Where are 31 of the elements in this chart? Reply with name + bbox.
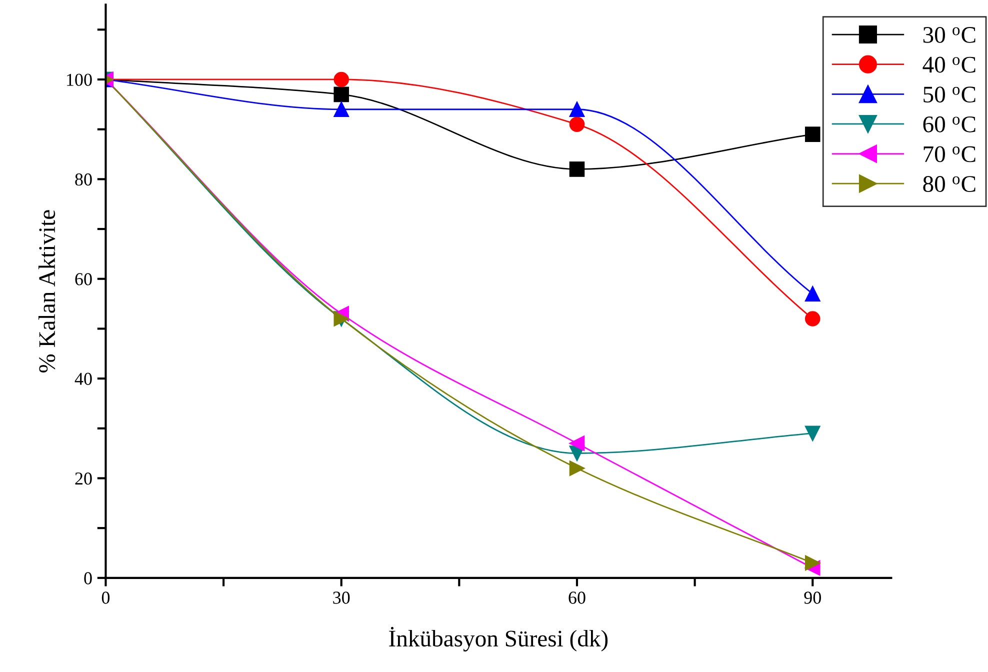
point xyxy=(804,286,820,302)
point xyxy=(804,126,820,142)
legend-label: 50 $^{o}$C xyxy=(924,86,976,103)
x-tick-label: 0 xyxy=(102,592,110,604)
y-axis-title: % Kalan Aktivite xyxy=(38,210,56,372)
legend-label: 40 $^{o}$C xyxy=(922,56,976,73)
y-tick-label: 40 xyxy=(74,372,92,385)
point xyxy=(804,311,820,326)
x-axis-title: İnkübasyon Süresi (dk) xyxy=(389,626,608,652)
y-tick-label: 60 xyxy=(75,273,92,286)
point xyxy=(804,426,820,442)
legend-label: 60 $^{o}$C xyxy=(923,116,976,132)
point xyxy=(569,436,585,451)
point xyxy=(334,86,349,102)
legend-label: 80 $^{o}$C xyxy=(923,176,976,192)
x-tick-label: 60 xyxy=(568,592,586,604)
legend-label: 30 $^{o}$C xyxy=(923,26,976,43)
point xyxy=(334,72,349,88)
y-tick-label: 0 xyxy=(84,572,92,584)
point xyxy=(569,162,585,177)
y-tick-label: 100 xyxy=(67,74,92,86)
point xyxy=(569,460,585,476)
point xyxy=(569,116,585,132)
x-tick-label: 30 xyxy=(333,592,350,604)
point xyxy=(569,102,585,118)
y-tick-label: 80 xyxy=(75,173,92,186)
point xyxy=(804,555,820,571)
y-tick-label: 20 xyxy=(75,472,92,485)
legend-label: 70 $^{o}$C xyxy=(924,146,976,162)
point xyxy=(334,102,349,118)
x-tick-label: 90 xyxy=(804,592,821,604)
